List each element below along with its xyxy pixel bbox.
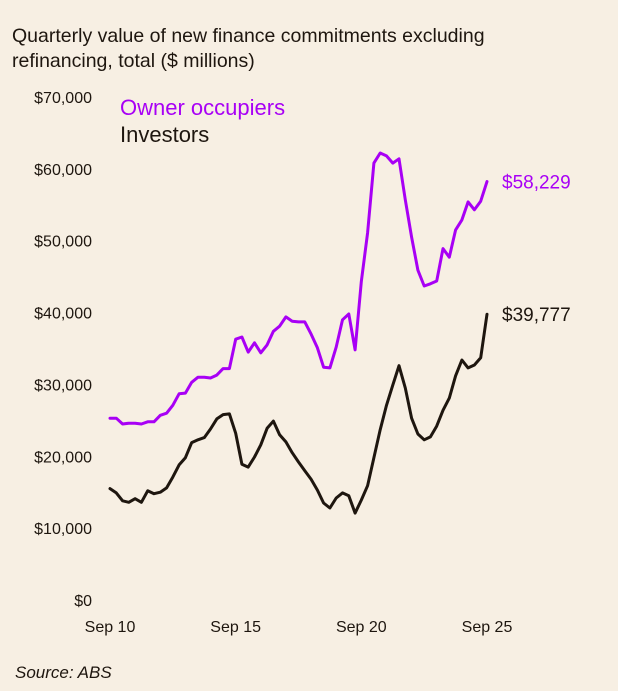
y-tick-label: $50,000	[34, 234, 92, 251]
legend-investors: Investors	[120, 122, 209, 147]
y-tick-label: $30,000	[34, 377, 92, 394]
y-tick-label: $60,000	[34, 162, 92, 179]
chart-title-line-1: Quarterly value of new finance commitmen…	[12, 25, 485, 47]
legend-owner-occupiers: Owner occupiers	[120, 95, 285, 120]
y-tick-label: $0	[74, 593, 92, 610]
series-line-investors	[108, 312, 489, 515]
chart-title-line-2: refinancing, total ($ millions)	[12, 50, 255, 72]
end-value-label: $39,777	[502, 305, 571, 326]
y-tick-label: $40,000	[34, 306, 92, 323]
source-note: Source: ABS	[15, 663, 112, 682]
x-tick-label: Sep 10	[85, 619, 136, 636]
x-tick-label: Sep 15	[210, 619, 261, 636]
y-tick-label: $10,000	[34, 521, 92, 538]
x-tick-label: Sep 20	[336, 619, 387, 636]
end-value-label: $58,229	[502, 173, 571, 194]
y-tick-label: $20,000	[34, 449, 92, 466]
x-tick-label: Sep 25	[462, 619, 513, 636]
series-line-owner-occupiers	[108, 151, 489, 426]
y-tick-label: $70,000	[34, 90, 92, 107]
